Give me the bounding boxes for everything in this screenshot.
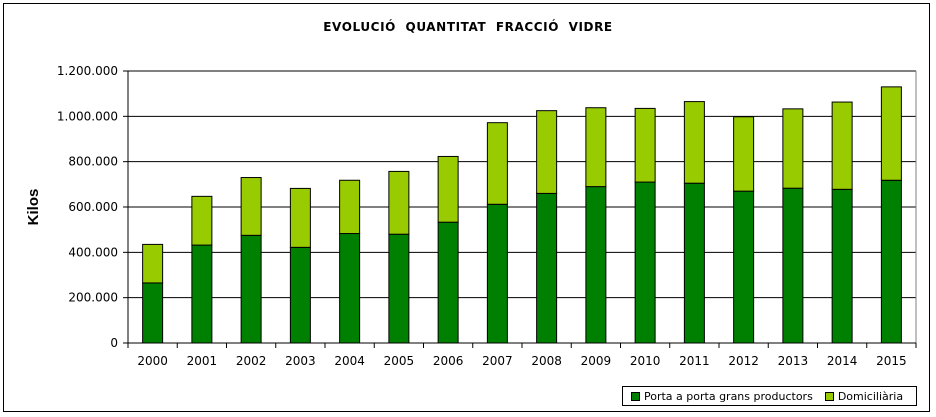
y-tick-label: 0 — [110, 336, 118, 350]
bar-porta-2009 — [585, 186, 607, 344]
y-tick-label: 800.000 — [68, 155, 118, 169]
bar-porta-2004 — [339, 233, 361, 344]
y-tick-label: 600.000 — [68, 200, 118, 214]
legend-item-domiciliaria: Domiciliària — [824, 389, 904, 403]
bar-porta-2011 — [683, 182, 705, 344]
y-tick-label: 400.000 — [68, 245, 118, 259]
x-tick-label: 2005 — [384, 354, 415, 368]
legend-swatch-porta — [631, 391, 640, 401]
bar-domiciliaria-2000 — [142, 243, 164, 284]
bar-domiciliaria-2011 — [683, 101, 705, 184]
y-axis-label: Kilos — [25, 189, 42, 226]
x-tick-label: 2013 — [778, 354, 809, 368]
legend-swatch-domiciliaria — [824, 391, 834, 401]
x-tick-label: 2011 — [679, 354, 710, 368]
x-tick-label: 2012 — [728, 354, 759, 368]
x-tick-label: 2014 — [827, 354, 858, 368]
bar-domiciliaria-2006 — [437, 155, 459, 223]
bar-domiciliaria-2004 — [339, 179, 361, 235]
bar-domiciliaria-2001 — [191, 195, 213, 246]
x-tick-label: 2007 — [482, 354, 513, 368]
bar-domiciliaria-2010 — [634, 107, 656, 183]
y-tick-label: 1.000.000 — [57, 109, 118, 123]
bar-porta-2002 — [240, 234, 262, 344]
bar-domiciliaria-2003 — [289, 187, 311, 248]
x-tick-label: 2002 — [236, 354, 267, 368]
bar-porta-2003 — [289, 246, 311, 344]
legend: Porta a porta grans productors Domicilià… — [622, 386, 917, 406]
bar-porta-2001 — [191, 244, 213, 344]
x-tick-label: 2008 — [531, 354, 562, 368]
bar-domiciliaria-2013 — [782, 108, 804, 189]
bar-domiciliaria-2014 — [831, 101, 853, 190]
bar-domiciliaria-2015 — [880, 86, 902, 181]
bar-domiciliaria-2002 — [240, 177, 262, 236]
x-tick-label: 2010 — [630, 354, 661, 368]
y-tick-label: 200.000 — [68, 291, 118, 305]
bar-domiciliaria-2012 — [733, 116, 755, 192]
x-tick-label: 2003 — [285, 354, 316, 368]
legend-label-domiciliaria: Domiciliària — [837, 389, 904, 403]
legend-label-porta: Porta a porta grans productors — [644, 389, 813, 403]
y-tick-label: 1.200.000 — [57, 64, 118, 78]
bar-porta-2008 — [536, 192, 558, 344]
x-tick-label: 2015 — [876, 354, 907, 368]
bar-porta-2010 — [634, 181, 656, 344]
x-tick-label: 2001 — [187, 354, 218, 368]
bar-porta-2013 — [782, 187, 804, 344]
bar-porta-2007 — [486, 203, 508, 344]
x-tick-label: 2004 — [334, 354, 365, 368]
x-tick-label: 2006 — [433, 354, 464, 368]
x-tick-label: 2009 — [581, 354, 612, 368]
bar-domiciliaria-2007 — [486, 122, 508, 205]
legend-item-porta: Porta a porta grans productors — [631, 390, 813, 403]
bar-porta-2012 — [733, 190, 755, 344]
bar-porta-2006 — [437, 221, 459, 344]
bar-porta-2005 — [388, 233, 410, 344]
x-tick-label: 2000 — [137, 354, 168, 368]
bar-porta-2000 — [142, 282, 164, 344]
bar-porta-2015 — [880, 179, 902, 344]
bar-domiciliaria-2005 — [388, 170, 410, 235]
bar-porta-2014 — [831, 188, 853, 344]
chart-title: EVOLUCIÓ QUANTITAT FRACCIÓ VIDRE — [323, 20, 613, 34]
bar-domiciliaria-2008 — [536, 110, 558, 194]
bar-domiciliaria-2009 — [585, 107, 607, 188]
